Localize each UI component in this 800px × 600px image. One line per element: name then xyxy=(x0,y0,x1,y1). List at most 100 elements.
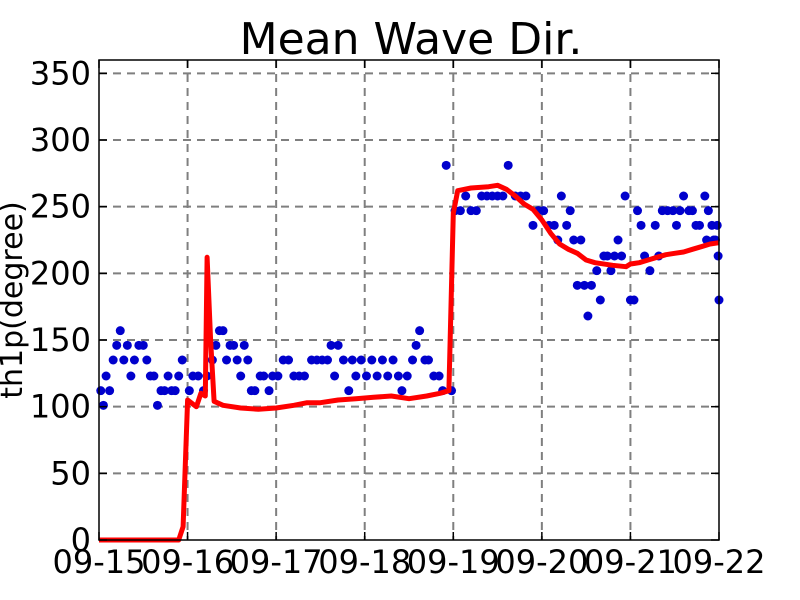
data-point xyxy=(222,355,232,365)
y-tick-label: 100 xyxy=(30,388,91,426)
data-point xyxy=(521,191,531,201)
data-point xyxy=(397,386,407,396)
data-point xyxy=(388,355,398,365)
data-point xyxy=(338,355,348,365)
data-point xyxy=(434,371,444,381)
data-point xyxy=(461,191,471,201)
data-point xyxy=(423,355,433,365)
data-point xyxy=(668,206,678,216)
data-point xyxy=(602,251,612,261)
data-point xyxy=(408,355,418,365)
data-point xyxy=(595,295,605,305)
x-tick-label: 09-15 xyxy=(53,543,146,581)
data-point xyxy=(562,220,572,230)
data-point xyxy=(323,355,333,365)
data-point xyxy=(96,386,106,396)
data-point xyxy=(695,220,705,230)
data-point xyxy=(503,160,513,170)
data-point xyxy=(259,371,269,381)
data-point xyxy=(650,220,660,230)
data-point xyxy=(356,355,366,365)
data-point xyxy=(108,355,118,365)
data-point xyxy=(586,280,596,290)
data-point xyxy=(250,386,260,396)
data-point xyxy=(393,371,403,381)
data-point xyxy=(347,355,357,365)
data-point xyxy=(609,251,619,261)
data-point xyxy=(122,340,132,350)
y-axis-label: th1p(degree) xyxy=(0,201,30,398)
data-point xyxy=(119,355,129,365)
data-point xyxy=(415,326,425,336)
data-point xyxy=(565,206,575,216)
y-tick-label: 150 xyxy=(30,321,91,359)
data-point xyxy=(572,280,582,290)
data-point xyxy=(174,371,184,381)
data-point xyxy=(152,400,162,410)
data-point xyxy=(284,355,294,365)
data-point xyxy=(232,355,242,365)
data-point xyxy=(576,235,586,245)
data-point xyxy=(441,160,451,170)
data-point xyxy=(243,355,253,365)
chart-title: Mean Wave Dir. xyxy=(240,14,583,65)
data-point xyxy=(402,371,412,381)
data-point xyxy=(142,355,152,365)
data-point xyxy=(351,371,361,381)
y-tick-label: 200 xyxy=(30,254,91,292)
data-point xyxy=(129,355,139,365)
data-point xyxy=(170,386,180,396)
data-point xyxy=(636,220,646,230)
data-point xyxy=(411,340,421,350)
data-point xyxy=(239,340,249,350)
data-point xyxy=(583,311,593,321)
x-tick-label: 09-17 xyxy=(230,543,323,581)
data-point xyxy=(675,206,685,216)
data-point xyxy=(193,371,203,381)
data-point xyxy=(703,206,713,216)
axis-ticks: 09-1509-1609-1709-1809-1909-2009-2109-22… xyxy=(30,54,766,581)
data-point xyxy=(613,235,623,245)
data-point xyxy=(236,371,246,381)
data-point xyxy=(671,220,681,230)
data-point xyxy=(528,220,538,230)
data-point xyxy=(229,340,239,350)
scatter-series xyxy=(96,160,724,410)
y-tick-label: 350 xyxy=(30,54,91,92)
data-point xyxy=(592,266,602,276)
data-point xyxy=(629,295,639,305)
x-tick-label: 09-22 xyxy=(673,543,766,581)
data-point xyxy=(549,220,559,230)
y-tick-label: 0 xyxy=(71,521,91,559)
data-point xyxy=(344,386,354,396)
series-line xyxy=(99,182,720,543)
data-point xyxy=(377,355,387,365)
data-point xyxy=(330,371,340,381)
data-point xyxy=(218,326,228,336)
data-point xyxy=(539,206,549,216)
data-point xyxy=(383,371,393,381)
data-point xyxy=(160,386,170,396)
data-point xyxy=(138,340,148,350)
data-point xyxy=(273,371,283,381)
data-point xyxy=(105,386,115,396)
data-point xyxy=(361,371,371,381)
x-tick-label: 09-16 xyxy=(141,543,234,581)
data-point xyxy=(498,191,508,201)
x-tick-label: 09-19 xyxy=(407,543,500,581)
y-tick-label: 300 xyxy=(30,121,91,159)
data-point xyxy=(326,340,336,350)
data-point xyxy=(149,371,159,381)
data-point xyxy=(264,386,274,396)
data-point xyxy=(299,371,309,381)
data-point xyxy=(700,191,710,201)
data-point xyxy=(687,206,697,216)
data-point xyxy=(606,266,616,276)
data-point xyxy=(126,371,136,381)
data-point xyxy=(645,266,655,276)
x-tick-label: 09-18 xyxy=(318,543,411,581)
data-point xyxy=(115,326,125,336)
data-point xyxy=(367,355,377,365)
data-point xyxy=(177,355,187,365)
